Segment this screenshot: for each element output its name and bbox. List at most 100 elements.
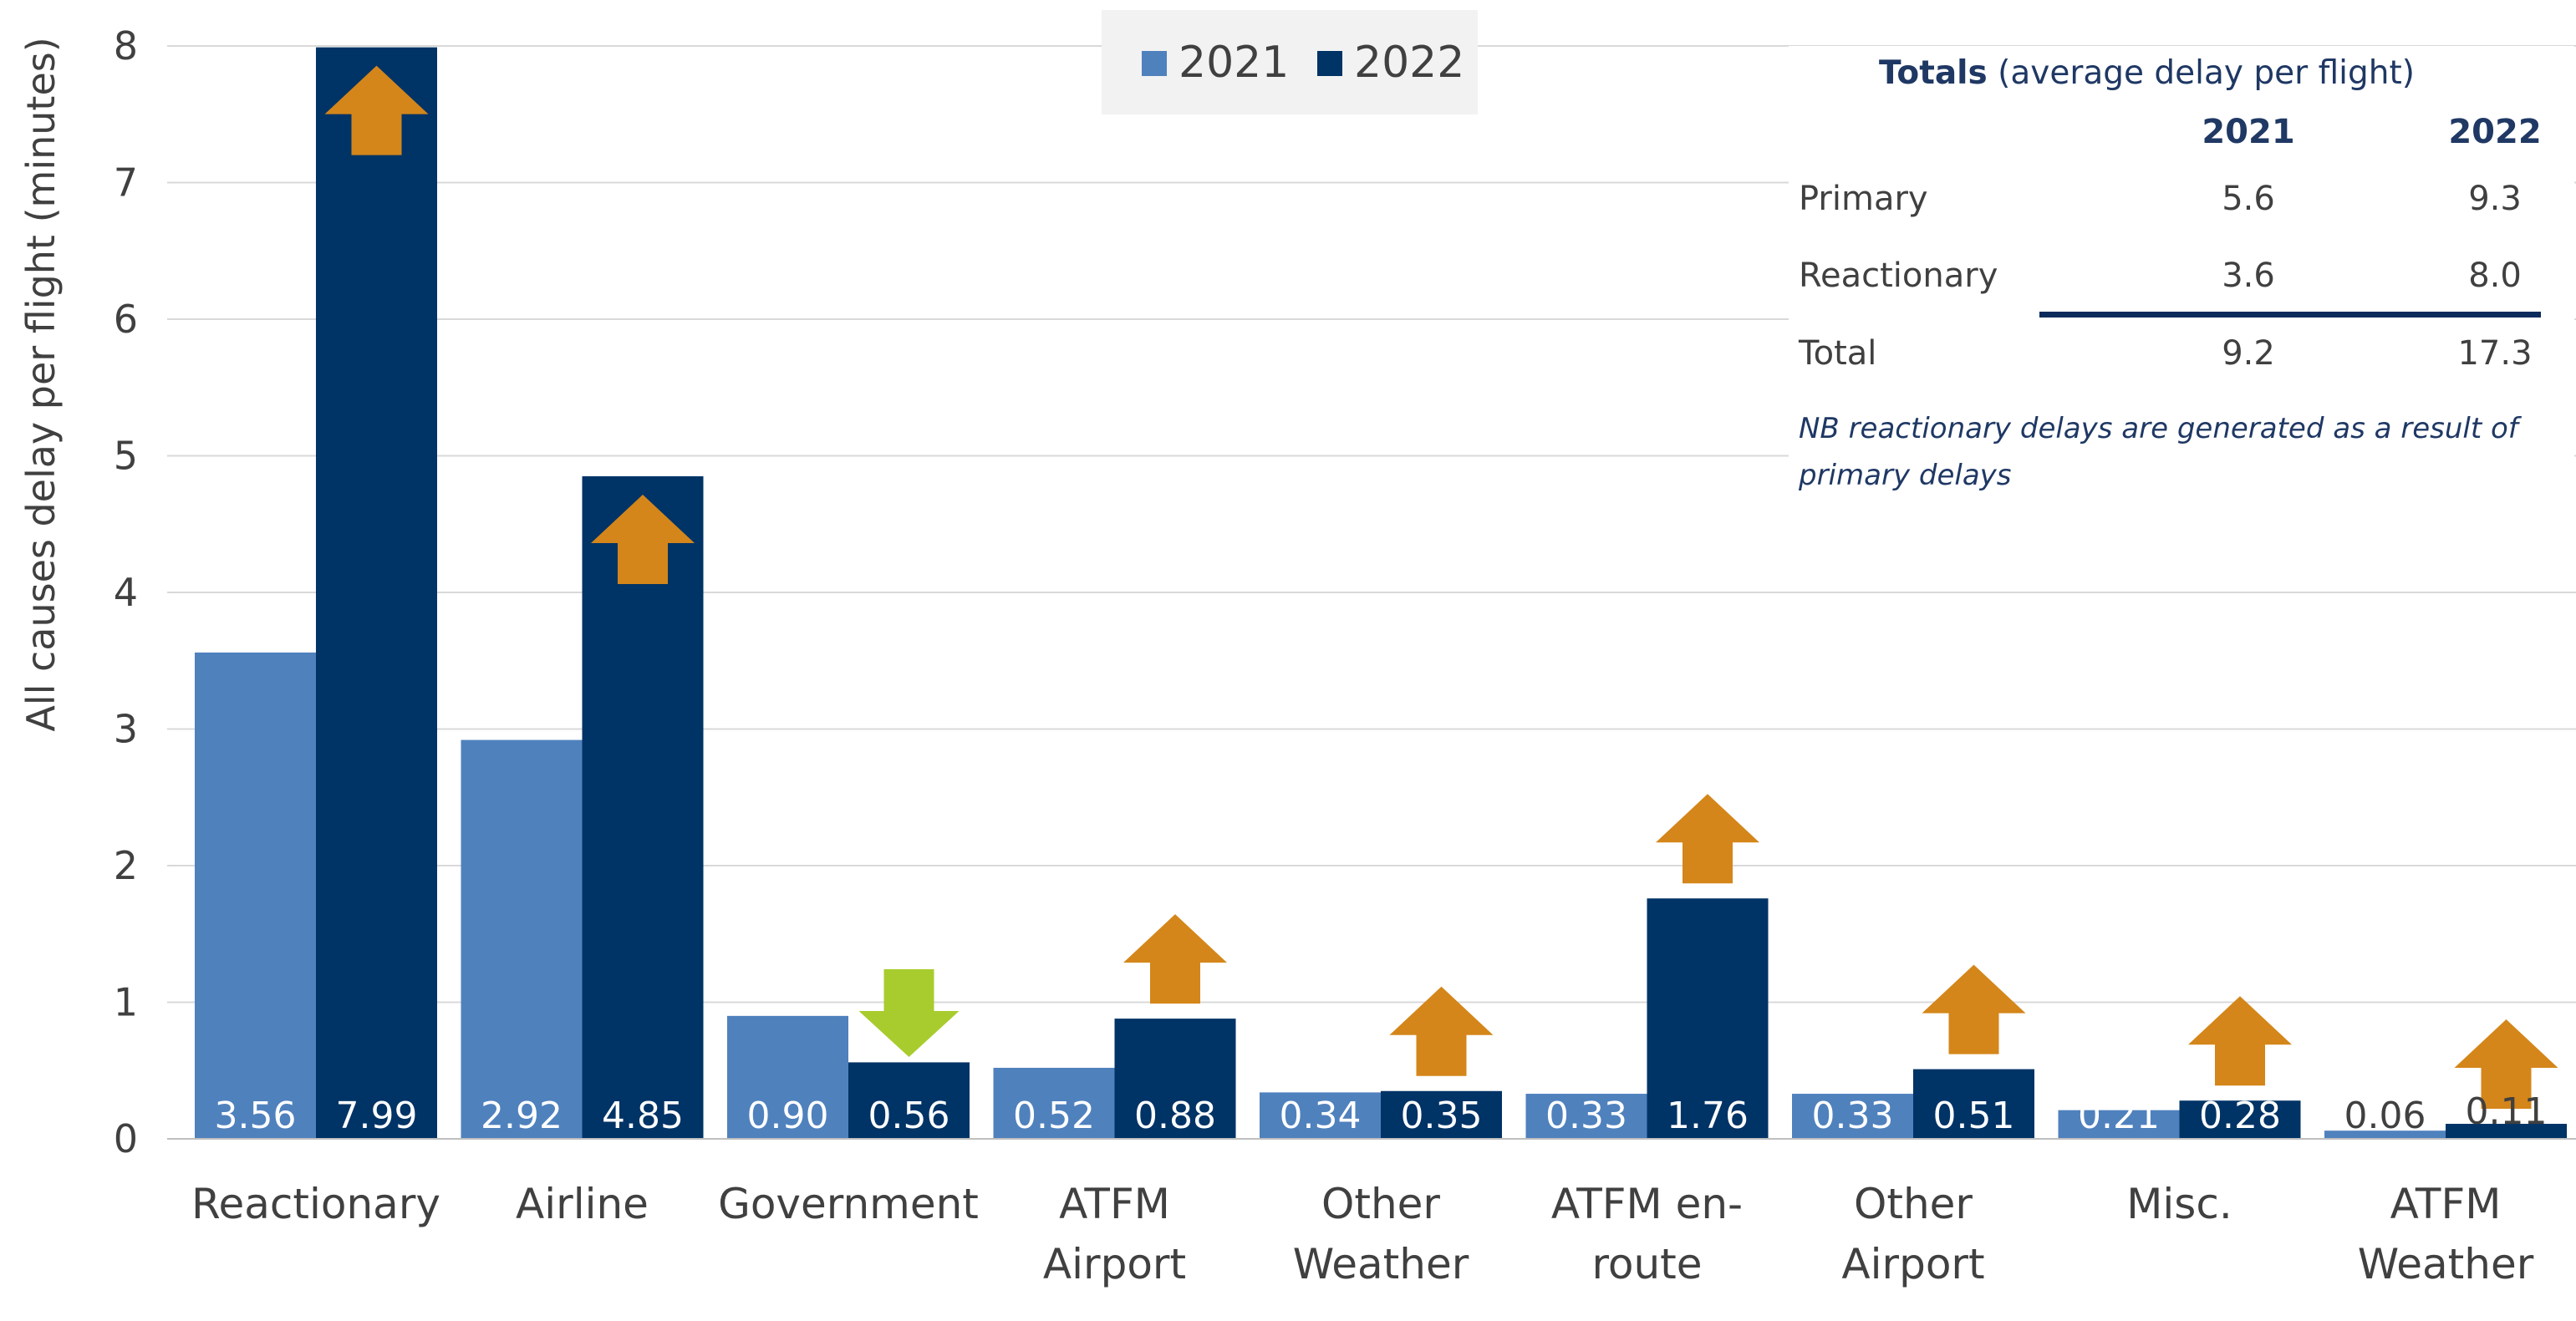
totals-title: Totals (average delay per flight) bbox=[1879, 54, 2415, 92]
totals-col-2022: 2022 bbox=[2448, 113, 2542, 151]
totals-title-rest: (average delay per flight) bbox=[1987, 54, 2415, 92]
totals-row-label: Primary bbox=[1799, 180, 1928, 218]
y-axis: 0 1 2 3 4 5 6 7 8 bbox=[114, 23, 138, 1161]
totals-rule bbox=[2039, 312, 2541, 318]
x-tick-label: Airline bbox=[516, 1180, 649, 1228]
y-axis-title: All causes delay per flight (minutes) bbox=[18, 37, 64, 731]
x-tick-label: Other bbox=[1321, 1180, 1440, 1228]
x-tick-label: ATFM bbox=[1059, 1180, 1170, 1228]
totals-row-label: Total bbox=[1799, 334, 1877, 373]
bars bbox=[195, 47, 2567, 1139]
arrow-shape bbox=[591, 495, 695, 585]
y-tick-label: 2 bbox=[114, 843, 138, 888]
data-labels: 3.56 7.99 2.92 4.85 0.90 0.56 0.52 0.88 0.34 0.35… bbox=[215, 1090, 2548, 1137]
data-label-2022: 0.88 bbox=[1134, 1095, 1216, 1137]
totals-col-2021: 2021 bbox=[2202, 113, 2295, 151]
data-label-2021: 0.33 bbox=[1812, 1095, 1894, 1137]
increase-arrow-icon bbox=[2454, 1019, 2558, 1110]
bar-2021 bbox=[461, 739, 583, 1139]
arrow-shape bbox=[1389, 986, 1494, 1076]
arrow-shape bbox=[2454, 1019, 2558, 1110]
bar-2022 bbox=[2179, 1100, 2301, 1139]
data-label-2022: 0.28 bbox=[2199, 1095, 2281, 1137]
y-tick-label: 7 bbox=[114, 160, 138, 206]
data-label-2021: 3.56 bbox=[215, 1095, 297, 1137]
arrow-shape bbox=[1123, 914, 1227, 1004]
totals-row-value: 9.2 bbox=[2222, 334, 2275, 373]
totals-panel: Totals (average delay per flight) 2021 2… bbox=[1789, 46, 2574, 514]
totals-row-value: 17.3 bbox=[2457, 334, 2533, 373]
increase-arrow-icon bbox=[591, 495, 695, 585]
x-tick-label: Airport bbox=[1841, 1240, 1984, 1288]
y-tick-label: 6 bbox=[114, 297, 138, 342]
data-label-2022: 0.35 bbox=[1401, 1095, 1483, 1137]
increase-arrow-icon bbox=[2188, 996, 2292, 1086]
totals-row-value: 3.6 bbox=[2222, 257, 2275, 295]
legend-swatch-2021 bbox=[1142, 51, 1167, 76]
arrow-shape bbox=[1656, 794, 1759, 884]
data-label-2022: 0.56 bbox=[868, 1095, 950, 1137]
data-label-2021: 0.90 bbox=[747, 1095, 829, 1137]
x-tick-label: Misc. bbox=[2126, 1180, 2232, 1228]
data-label-2021: 0.33 bbox=[1545, 1095, 1627, 1137]
arrow-shape bbox=[1922, 964, 2026, 1054]
x-tick-label: Other bbox=[1854, 1180, 1973, 1228]
data-label-2022: 0.51 bbox=[1933, 1095, 2015, 1137]
legend-label-2021: 2021 bbox=[1179, 38, 1289, 88]
bar-2022 bbox=[1381, 1090, 1502, 1139]
y-tick-label: 8 bbox=[114, 23, 138, 69]
data-label-2021: 0.06 bbox=[2344, 1095, 2426, 1137]
data-label-2021: 2.92 bbox=[481, 1095, 563, 1137]
bar-2022 bbox=[2446, 1124, 2567, 1139]
arrow-shape bbox=[324, 65, 429, 155]
totals-note: NB reactionary delays are generated as a… bbox=[1799, 412, 2518, 492]
y-tick-label: 5 bbox=[114, 434, 138, 479]
increase-arrow-icon bbox=[1656, 794, 1759, 884]
data-label-2022: 4.85 bbox=[602, 1095, 684, 1137]
bar-2021 bbox=[1260, 1092, 1381, 1139]
change-arrows bbox=[324, 65, 2558, 1110]
x-tick-label: Weather bbox=[2358, 1240, 2534, 1288]
totals-row-value: 8.0 bbox=[2468, 257, 2522, 295]
bar-2021 bbox=[1792, 1094, 1913, 1139]
legend-label-2022: 2022 bbox=[1354, 38, 1464, 88]
totals-row-value: 5.6 bbox=[2222, 180, 2275, 218]
increase-arrow-icon bbox=[1922, 964, 2026, 1054]
data-label-2021: 0.52 bbox=[1013, 1095, 1095, 1137]
x-tick-label: route bbox=[1591, 1240, 1702, 1288]
x-tick-label: Weather bbox=[1293, 1240, 1469, 1288]
bar-2021 bbox=[2324, 1130, 2446, 1139]
x-tick-label: ATFM en- bbox=[1551, 1180, 1743, 1228]
data-label-2022: 0.11 bbox=[2466, 1090, 2548, 1133]
x-axis: Reactionary Airline Government ATFM Airport O… bbox=[167, 1138, 2576, 1288]
bar-2021 bbox=[2058, 1110, 2180, 1139]
y-tick-label: 3 bbox=[114, 707, 138, 752]
bar-2021 bbox=[993, 1067, 1115, 1139]
bar-2021 bbox=[195, 652, 316, 1139]
legend-swatch-2022 bbox=[1317, 51, 1342, 76]
arrow-shape bbox=[2188, 996, 2292, 1086]
legend: 2021 2022 bbox=[1102, 10, 1478, 114]
data-label-2021: 0.21 bbox=[2078, 1095, 2160, 1137]
totals-row-label: Reactionary bbox=[1799, 257, 1998, 295]
arrow-shape bbox=[858, 969, 960, 1057]
data-label-2022: 1.76 bbox=[1667, 1095, 1749, 1137]
totals-row-value: 9.3 bbox=[2468, 180, 2522, 218]
bar-2022 bbox=[316, 47, 437, 1139]
bar-2022 bbox=[1114, 1019, 1236, 1139]
bar-2022 bbox=[1913, 1069, 2034, 1139]
x-tick-label: Reactionary bbox=[191, 1180, 440, 1228]
bar-2021 bbox=[1525, 1094, 1647, 1139]
data-label-2022: 7.99 bbox=[336, 1095, 418, 1137]
bar-2022 bbox=[848, 1062, 970, 1139]
y-tick-label: 1 bbox=[114, 980, 138, 1025]
bar-2021 bbox=[727, 1015, 848, 1139]
x-tick-label: ATFM bbox=[2390, 1180, 2502, 1228]
decrease-arrow-icon bbox=[858, 969, 960, 1057]
x-tick-label: Airport bbox=[1043, 1240, 1186, 1288]
bar-2022 bbox=[582, 476, 704, 1139]
data-label-2021: 0.34 bbox=[1280, 1095, 1362, 1137]
y-tick-label: 4 bbox=[114, 570, 138, 615]
y-tick-label: 0 bbox=[114, 1116, 138, 1161]
